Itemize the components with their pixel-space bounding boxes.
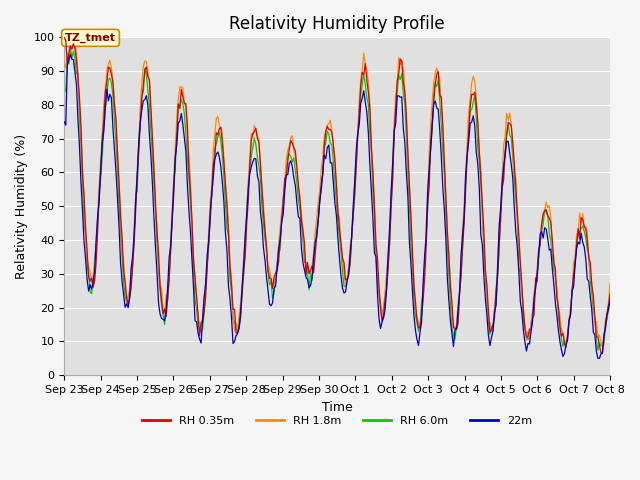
Y-axis label: Relativity Humidity (%): Relativity Humidity (%) bbox=[15, 134, 28, 279]
Legend: RH 0.35m, RH 1.8m, RH 6.0m, 22m: RH 0.35m, RH 1.8m, RH 6.0m, 22m bbox=[138, 412, 536, 431]
Text: TZ_tmet: TZ_tmet bbox=[65, 33, 116, 43]
Title: Relativity Humidity Profile: Relativity Humidity Profile bbox=[229, 15, 445, 33]
X-axis label: Time: Time bbox=[322, 400, 353, 413]
